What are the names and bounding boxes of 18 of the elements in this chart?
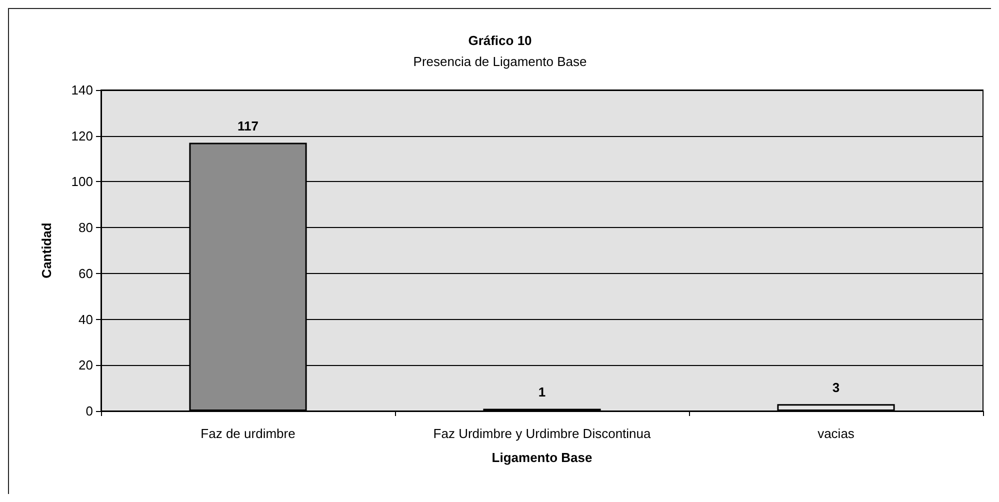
data-label: 3 (832, 380, 840, 396)
y-tick-label: 20 (78, 358, 93, 373)
y-tick-label: 140 (71, 82, 93, 98)
chart-title: Gráfico 10 (468, 33, 532, 48)
y-tick-label: 60 (78, 266, 93, 281)
y-tick-label: 0 (86, 404, 93, 418)
y-tick-label: 80 (78, 220, 93, 236)
x-tick-label: Faz Urdimbre y Urdimbre Discontinua (433, 426, 652, 441)
x-tick-label: vacias (818, 426, 855, 441)
x-axis-title: Ligamento Base (492, 450, 592, 465)
data-label: 117 (238, 118, 258, 134)
y-tick-label: 40 (78, 312, 93, 327)
chart-subtitle: Presencia de Ligamento Base (413, 54, 587, 69)
y-axis-title: Cantidad (39, 222, 54, 278)
y-tick-label: 100 (71, 174, 93, 190)
y-tick-label: 120 (71, 128, 93, 144)
data-label: 1 (538, 384, 546, 400)
x-tick-label: Faz de urdimbre (200, 426, 296, 441)
